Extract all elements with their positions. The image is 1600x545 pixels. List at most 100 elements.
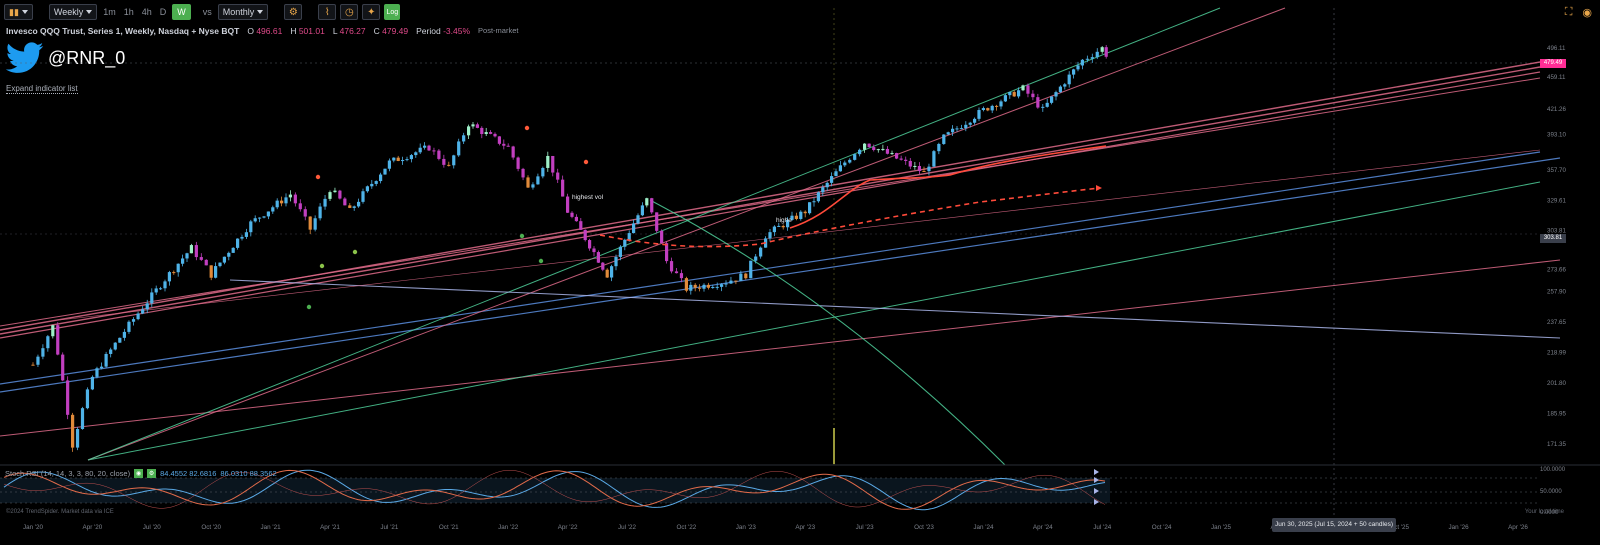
visibility-icon[interactable]: ◉ — [134, 469, 144, 478]
chart-type-button[interactable]: ▮▮ — [4, 4, 33, 20]
candle-body — [271, 207, 275, 212]
candle-body — [502, 143, 506, 146]
stoch-title[interactable]: Stoch RSI (14, 14, 3, 3, 80, 20, close) — [5, 469, 131, 478]
candle-body — [99, 366, 104, 369]
high-value: H 501.01 — [290, 26, 325, 36]
candle-body — [1072, 69, 1076, 75]
clock-icon[interactable]: ◷ — [340, 4, 359, 20]
x-tick-label: Jul '24 — [1093, 524, 1112, 531]
settings-gear-icon[interactable]: ⚙ — [284, 4, 303, 20]
expand-indicator-link[interactable]: Expand indicator list — [6, 84, 78, 94]
signal-dot — [306, 304, 312, 310]
interval-4h[interactable]: 4h — [141, 7, 152, 17]
interval-d[interactable]: D — [159, 7, 167, 17]
stoch-legend: Stoch RSI (14, 14, 3, 3, 80, 20, close) … — [5, 469, 277, 478]
candle-body — [610, 266, 614, 278]
candle-body — [744, 273, 748, 279]
candle-body — [1021, 85, 1025, 91]
open-value: O 496.61 — [247, 26, 283, 36]
candle-body — [462, 135, 466, 142]
candle-body — [541, 167, 545, 177]
candle-body — [812, 201, 816, 203]
interval-w[interactable]: W — [172, 4, 191, 20]
candle-body — [293, 194, 297, 204]
x-tick-label: Oct '23 — [914, 524, 934, 531]
candle-body — [1036, 97, 1040, 108]
candle-body — [493, 133, 497, 137]
candle-body — [333, 190, 337, 193]
candle-body — [729, 280, 733, 284]
candle-body — [154, 288, 158, 293]
interval-select-value: Weekly — [53, 7, 84, 17]
candle-body — [328, 192, 332, 199]
candle-body — [781, 225, 785, 228]
crosshair-icon[interactable]: ✦ — [362, 4, 381, 20]
log-scale-button[interactable]: Log — [384, 4, 401, 20]
interval-1m[interactable]: 1m — [103, 7, 116, 17]
candle-body — [734, 280, 738, 282]
candle-body — [922, 171, 926, 173]
candle-body — [471, 124, 475, 127]
candle-body — [720, 284, 724, 287]
symbol-title[interactable]: Invesco QQQ Trust, Series 1, Weekly, Nas… — [6, 26, 240, 36]
signal-dot — [583, 159, 589, 165]
candle-body — [566, 196, 570, 213]
camera-icon[interactable]: ◉ — [1582, 7, 1592, 19]
candle-body — [790, 215, 794, 220]
interval-1h[interactable]: 1h — [123, 7, 134, 17]
candle-body — [41, 348, 45, 357]
y-tick-label: 421.26 — [1547, 106, 1566, 113]
candle-body — [618, 246, 622, 257]
candle-body — [614, 256, 618, 267]
candle-body — [427, 145, 431, 151]
candle-body — [131, 319, 136, 322]
compare-select[interactable]: Monthly — [217, 4, 269, 20]
candle-body — [176, 263, 180, 273]
signal-dot — [315, 174, 321, 180]
candle-body — [932, 151, 936, 167]
y-tick-label: 201.80 — [1547, 380, 1566, 387]
candle-body — [876, 149, 880, 151]
candle-body — [90, 376, 94, 390]
candle-body — [561, 179, 565, 197]
session-label: Post-market — [478, 26, 519, 35]
candle-body — [843, 162, 847, 166]
settings-icon[interactable]: ⚙ — [147, 469, 157, 478]
candle-body — [973, 118, 977, 123]
signal-dot — [519, 233, 525, 239]
y-tick-label: 185.95 — [1547, 411, 1566, 418]
candle-body — [995, 105, 999, 107]
candle-body — [189, 245, 193, 254]
guide-lines — [0, 8, 1540, 518]
candle-body — [702, 284, 706, 289]
local-time-label: Your local time — [1524, 509, 1564, 515]
candle-body — [75, 429, 80, 448]
y-tick-label: 329.61 — [1547, 197, 1566, 204]
candle-body — [1003, 95, 1007, 102]
interval-select[interactable]: Weekly — [48, 4, 98, 20]
candle-body — [511, 146, 515, 158]
stoch-d-line — [3, 469, 1106, 510]
candle-body — [739, 273, 743, 281]
indicator-icon[interactable]: ⌇ — [318, 4, 337, 20]
candle-body — [834, 171, 838, 177]
candle-body — [85, 389, 90, 409]
candle-body — [56, 325, 60, 355]
candle-body — [497, 136, 501, 144]
candle-body — [913, 165, 917, 167]
candle-body — [284, 197, 288, 204]
low-value: L 476.27 — [332, 26, 366, 36]
stoch-marker — [1094, 499, 1099, 505]
candle-body — [521, 168, 525, 178]
candle-body — [627, 233, 631, 240]
candle-body — [1067, 74, 1071, 85]
x-tick-label: Apr '22 — [558, 524, 578, 531]
y-axis: 496.11 459.11 421.26 393.10 357.70 329.61 303.… — [1547, 45, 1566, 448]
candle-body — [113, 342, 117, 350]
fullscreen-icon[interactable]: ⛶ — [1564, 6, 1573, 18]
candle-body — [601, 262, 605, 270]
ma-arrow — [1096, 185, 1102, 191]
candle-body — [579, 221, 583, 230]
candle-body — [689, 284, 693, 291]
